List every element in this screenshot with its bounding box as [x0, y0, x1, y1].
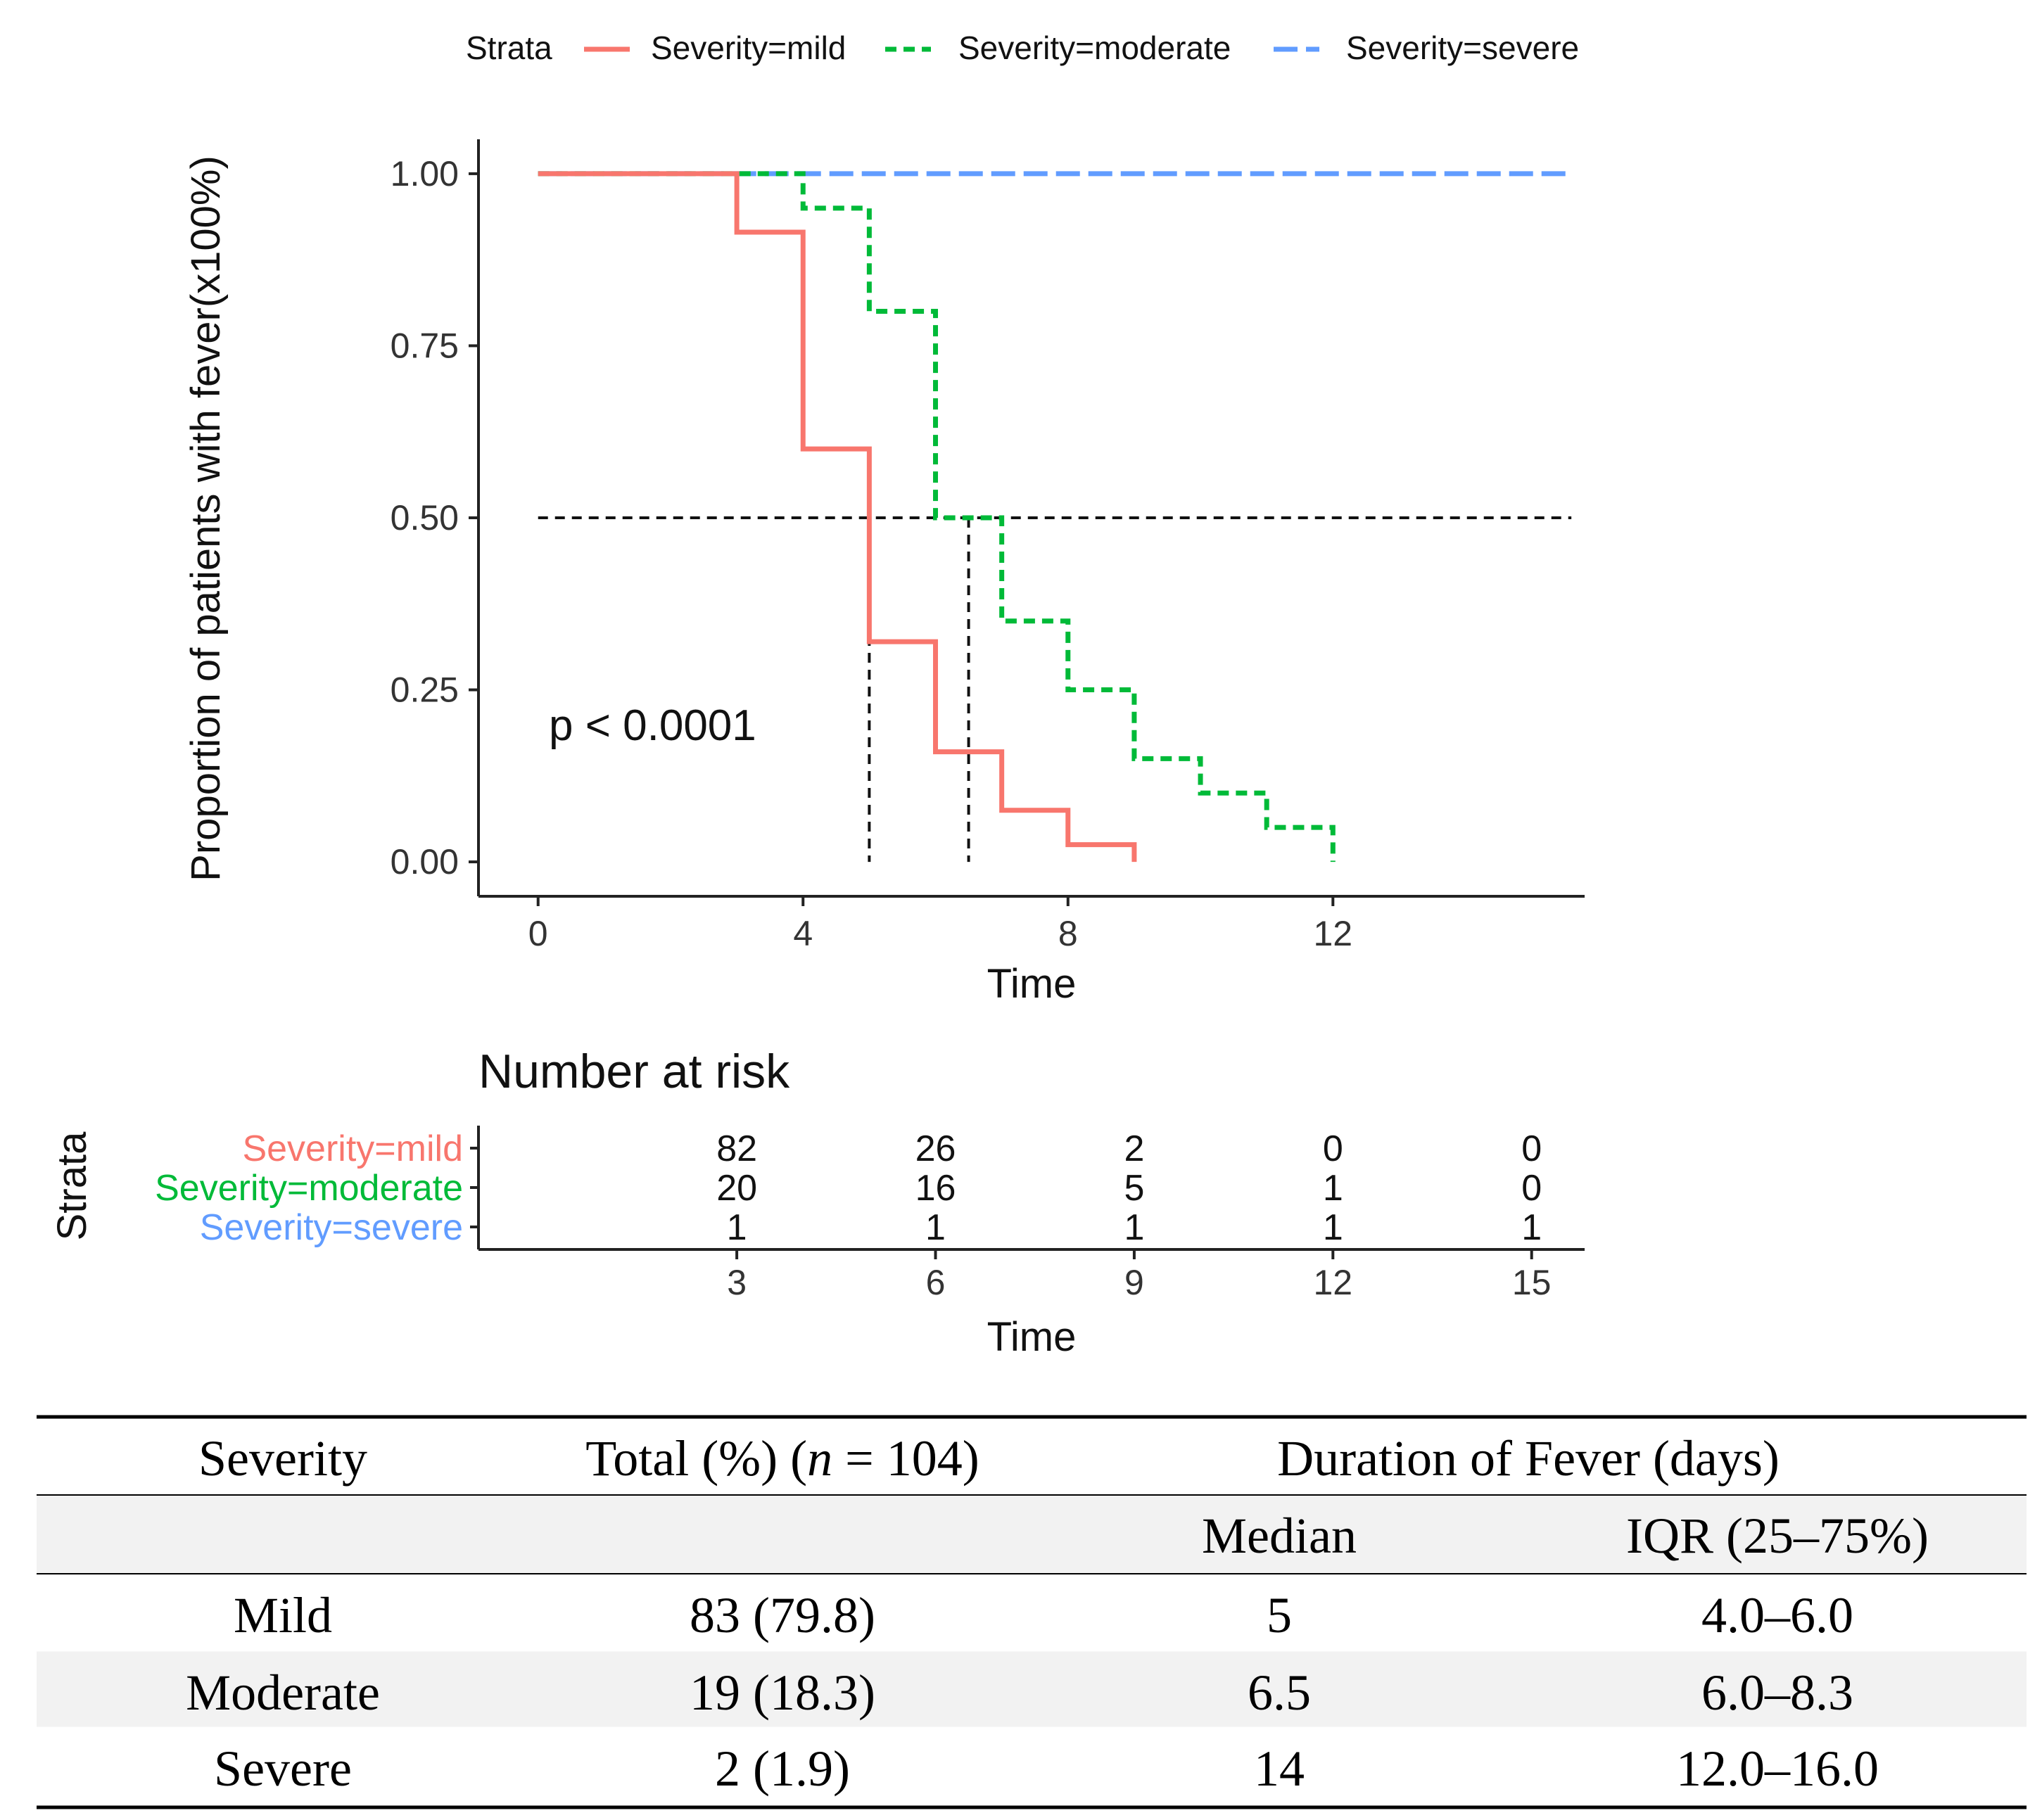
header-iqr: IQR (25–75%)	[1626, 1508, 1929, 1564]
risk-table-x-ticks: 3 6 9 12 15	[727, 1249, 1552, 1302]
risk-count: 26	[915, 1128, 956, 1169]
y-axis-label: Proportion of patients with fever(x100%)	[183, 155, 229, 882]
header2-shading	[37, 1496, 2027, 1573]
header-total: Total (%) (n = 104)	[585, 1430, 979, 1487]
table-row: Severe 2 (1.9) 14 12.0–16.0	[214, 1741, 1879, 1797]
x-tick-label: 12	[1313, 914, 1352, 953]
risk-count: 20	[716, 1168, 757, 1209]
risk-x-tick-label: 3	[727, 1263, 747, 1302]
x-tick-label: 4	[793, 914, 813, 953]
y-tick-label: 0.50	[391, 498, 459, 537]
risk-count: 82	[716, 1128, 757, 1169]
risk-table: Number at risk Strata Severity=mild 82 26 2…	[49, 1045, 1585, 1360]
risk-count: 16	[915, 1168, 956, 1209]
cell-median: 5	[1267, 1587, 1292, 1643]
risk-count: 0	[1521, 1128, 1542, 1169]
cell-severity: Severe	[214, 1741, 352, 1797]
y-ticks: 0.00 0.25 0.50 0.75 1.00	[391, 154, 478, 882]
p-value-annotation: p < 0.0001	[549, 701, 756, 750]
risk-count: 2	[1124, 1128, 1144, 1169]
cell-median: 14	[1254, 1741, 1305, 1797]
km-plot: Proportion of patients with fever(x100%)…	[183, 139, 1585, 1007]
risk-count: 5	[1124, 1168, 1144, 1209]
risk-count: 1	[727, 1207, 747, 1248]
risk-table-y-label: Strata	[49, 1131, 95, 1240]
km-curve-moderate	[538, 171, 1336, 863]
table-row: Mild 83 (79.8) 5 4.0–6.0	[234, 1587, 1853, 1643]
legend-label-mild: Severity=mild	[651, 30, 846, 66]
risk-count: 0	[1521, 1168, 1542, 1209]
header-median: Median	[1202, 1508, 1357, 1564]
risk-count: 0	[1323, 1128, 1343, 1169]
risk-row-label: Severity=moderate	[155, 1168, 463, 1209]
legend-title: Strata	[466, 30, 552, 66]
cell-total: 2 (1.9)	[715, 1741, 850, 1797]
cell-iqr: 12.0–16.0	[1676, 1741, 1879, 1797]
y-tick-label: 0.00	[391, 842, 459, 882]
table-row: Moderate 19 (18.3) 6.5 6.0–8.3	[186, 1665, 1853, 1721]
cell-median: 6.5	[1248, 1665, 1311, 1721]
header-severity: Severity	[198, 1430, 367, 1487]
header-duration: Duration of Fever (days)	[1277, 1430, 1780, 1487]
risk-table-title: Number at risk	[478, 1045, 790, 1098]
legend-label-severe: Severity=severe	[1346, 30, 1579, 66]
cell-iqr: 4.0–6.0	[1701, 1587, 1853, 1643]
legend: Strata Severity=mild Severity=moderate S…	[466, 30, 1579, 66]
risk-row-label: Severity=severe	[200, 1207, 463, 1248]
x-tick-label: 8	[1058, 914, 1078, 953]
km-curves	[538, 171, 1572, 863]
y-tick-label: 1.00	[391, 154, 459, 193]
cell-total: 83 (79.8)	[690, 1587, 875, 1643]
summary-table: Severity Total (%) (n = 104) Duration of…	[37, 1415, 2027, 1809]
risk-count: 1	[1521, 1207, 1542, 1248]
cell-total: 19 (18.3)	[690, 1665, 875, 1721]
risk-count: 1	[1323, 1168, 1343, 1209]
risk-x-tick-label: 6	[926, 1263, 946, 1302]
row-shading-moderate	[37, 1650, 2027, 1728]
risk-count: 1	[1323, 1207, 1343, 1248]
x-tick-label: 0	[528, 914, 548, 953]
cell-iqr: 6.0–8.3	[1701, 1665, 1853, 1721]
risk-count: 1	[925, 1207, 946, 1248]
y-tick-label: 0.25	[391, 670, 459, 710]
risk-row-label: Severity=mild	[242, 1128, 463, 1169]
risk-x-tick-label: 9	[1124, 1263, 1144, 1302]
risk-table-x-label: Time	[987, 1314, 1077, 1360]
risk-x-tick-label: 15	[1512, 1263, 1552, 1302]
x-ticks: 0 4 8 12	[528, 896, 1352, 953]
legend-label-moderate: Severity=moderate	[958, 30, 1231, 66]
km-curve-mild	[538, 171, 1137, 863]
risk-x-tick-label: 12	[1313, 1263, 1352, 1302]
cell-severity: Mild	[234, 1587, 332, 1643]
y-tick-label: 0.75	[391, 326, 459, 365]
risk-count: 1	[1124, 1207, 1144, 1248]
cell-severity: Moderate	[186, 1665, 380, 1721]
x-axis-label: Time	[987, 961, 1077, 1007]
